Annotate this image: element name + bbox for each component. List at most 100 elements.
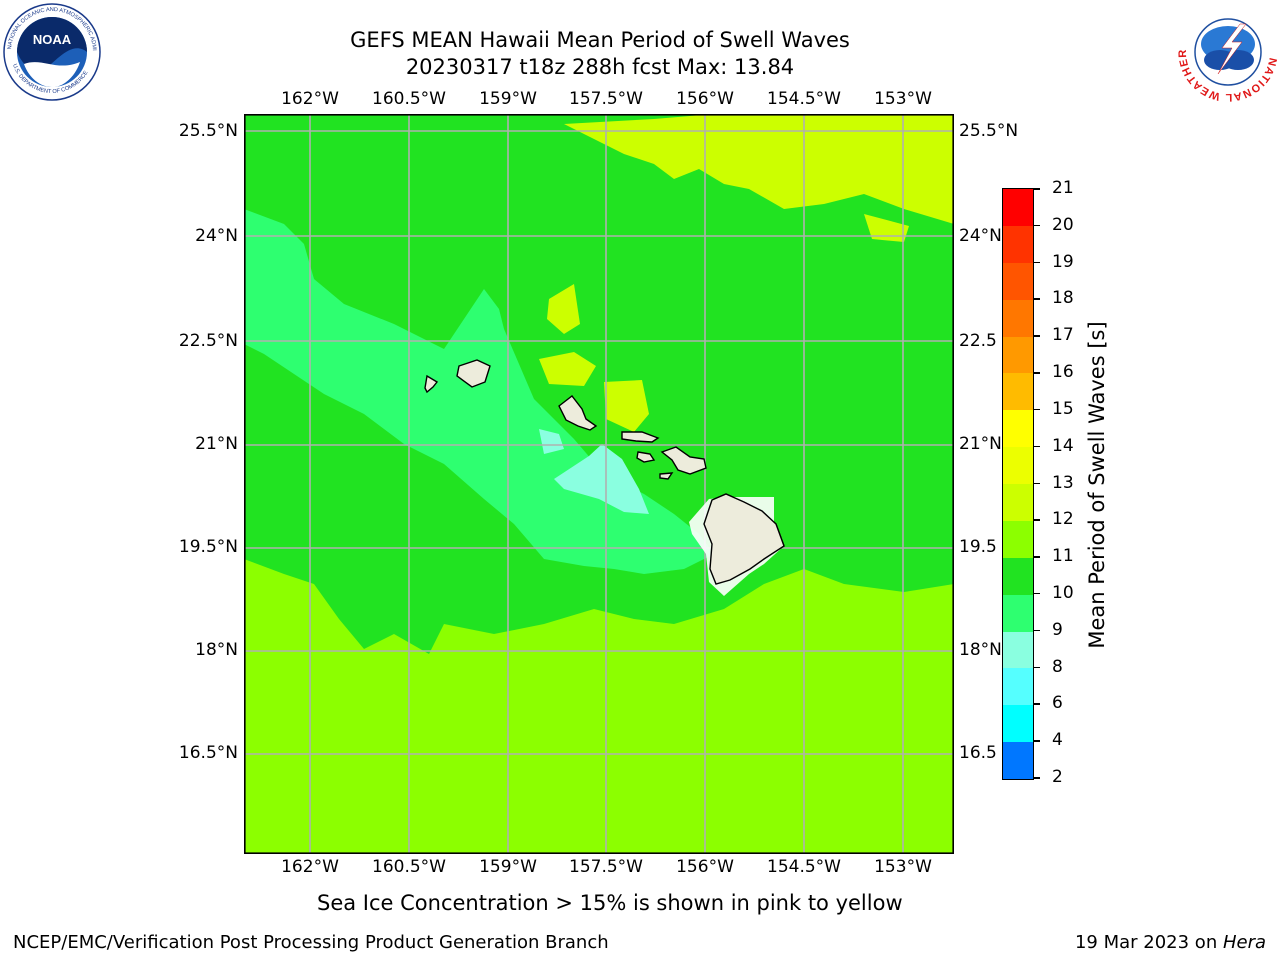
island-oahu <box>558 395 598 431</box>
island-kauai <box>456 359 491 388</box>
colorbar-tick-label: 18 <box>1052 288 1074 309</box>
lon-label-bottom: 154.5°W <box>767 857 841 877</box>
swell-period-map <box>244 114 955 855</box>
footer-date: 19 Mar 2023 on <box>1074 932 1223 953</box>
lon-label-top: 153°W <box>874 89 932 109</box>
colorbar-segment <box>1003 299 1033 337</box>
colorbar-tick-mark <box>1034 408 1040 411</box>
colorbar-tick-mark <box>1034 298 1040 300</box>
island-kahoolawe <box>659 472 674 480</box>
colorbar-tick-label: 10 <box>1052 582 1074 603</box>
lat-label-right: 18°N <box>959 640 1002 660</box>
map-panel <box>244 114 955 855</box>
lon-label-bottom: 160.5°W <box>372 857 446 877</box>
colorbar-tick-label: 16 <box>1052 362 1074 383</box>
lat-label-left: 16.5°N <box>178 743 238 763</box>
colorbar-tick-mark <box>1034 482 1040 484</box>
lon-label-bottom: 157.5°W <box>569 857 643 877</box>
nws-logo: NATIONAL WEATHER SERVICE <box>1174 0 1278 103</box>
lat-label-right: 22.5 <box>959 331 997 351</box>
contour-13-14-c <box>604 380 649 432</box>
contour-11-12 <box>244 114 954 654</box>
island-hawaii-outline <box>703 493 785 585</box>
chart-title: GEFS MEAN Hawaii Mean Period of Swell Wa… <box>350 28 850 52</box>
colorbar-segment <box>1003 705 1033 743</box>
colorbar-tick-label: 15 <box>1052 398 1074 419</box>
colorbar-segment <box>1003 189 1033 226</box>
colorbar-tick-mark <box>1034 629 1040 632</box>
colorbar-tick-label: 9 <box>1052 619 1063 640</box>
colorbar-segment <box>1003 262 1033 300</box>
lon-label-bottom: 162°W <box>281 857 339 877</box>
colorbar-tick-mark <box>1034 740 1040 742</box>
svg-text:NOAA: NOAA <box>33 32 72 47</box>
colorbar-tick-label: 19 <box>1052 251 1074 272</box>
colorbar-tick-mark <box>1034 224 1040 227</box>
colorbar-segment <box>1003 668 1033 706</box>
lon-label-bottom: 153°W <box>874 857 932 877</box>
colorbar-segment <box>1003 410 1033 448</box>
colorbar-tick-mark <box>1034 188 1040 190</box>
island-molokai <box>621 431 660 443</box>
contour-13-14-a <box>547 284 580 334</box>
contour-13-14-b <box>539 352 596 386</box>
colorbar-tick-mark <box>1034 666 1040 669</box>
lat-label-left: 18°N <box>195 640 238 660</box>
map-frame <box>244 114 955 855</box>
grid-lines <box>244 114 954 854</box>
lon-label-bottom: 159°W <box>479 857 537 877</box>
lat-label-right: 25.5°N <box>959 121 1019 141</box>
lat-label-left: 19.5°N <box>178 537 238 557</box>
colorbar-tick-mark <box>1034 592 1040 595</box>
colorbar-tick-mark <box>1034 556 1040 558</box>
colorbar-segment <box>1003 557 1033 595</box>
colorbar-tick-label: 20 <box>1052 214 1074 235</box>
sea-ice-note: Sea Ice Concentration > 15% is shown in … <box>317 891 903 915</box>
colorbar-segment <box>1003 594 1033 632</box>
lat-label-right: 16.5 <box>959 743 997 763</box>
colorbar <box>1002 188 1034 780</box>
colorbar-tick-label: 8 <box>1052 656 1063 677</box>
lat-label-left: 22.5°N <box>178 331 238 351</box>
colorbar-ticks: 21 20 19 18 17 16 15 14 13 12 11 10 9 8 6 4 2 <box>1034 178 1084 787</box>
colorbar-segment <box>1003 520 1033 558</box>
lon-label-top: 160.5°W <box>372 89 446 109</box>
colorbar-segment <box>1003 336 1033 374</box>
colorbar-segment <box>1003 373 1033 411</box>
colorbar-tick-label: 6 <box>1052 693 1063 714</box>
colorbar-tick-label: 2 <box>1052 767 1063 787</box>
colorbar-tick-mark <box>1034 445 1040 448</box>
noaa-logo: NOAA NATIONAL OCEANIC AND ATMOSPHERIC AD… <box>0 0 102 102</box>
contour-13-14-north <box>564 114 954 224</box>
colorbar-tick-mark <box>1034 372 1040 374</box>
colorbar-tick-mark <box>1034 703 1040 705</box>
lon-label-top: 154.5°W <box>767 89 841 109</box>
colorbar-segment <box>1003 225 1033 263</box>
lat-label-left: 24°N <box>195 226 238 246</box>
colorbar-label: Mean Period of Swell Waves [s] <box>1085 321 1109 649</box>
colorbar-segment <box>1003 484 1033 521</box>
contour-13-14-e <box>909 159 939 194</box>
colorbar-tick-mark <box>1034 335 1040 337</box>
footer-left: NCEP/EMC/Verification Post Processing Pr… <box>13 932 609 953</box>
lon-label-top: 156°W <box>676 89 734 109</box>
colorbar-segment <box>1003 447 1033 484</box>
lat-label-left: 21°N <box>195 434 238 454</box>
lat-label-right: 19.5 <box>959 537 997 557</box>
colorbar-tick-mark <box>1034 261 1040 264</box>
lon-label-top: 157.5°W <box>569 89 643 109</box>
lat-label-right: 21°N <box>959 434 1002 454</box>
lon-label-top: 159°W <box>479 89 537 109</box>
lon-label-bottom: 156°W <box>676 857 734 877</box>
lat-label-right: 24°N <box>959 226 1002 246</box>
colorbar-tick-label: 12 <box>1052 509 1074 530</box>
colorbar-tick-label: 11 <box>1052 546 1074 567</box>
footer-right: 19 Mar 2023 on Hera <box>1075 932 1266 954</box>
lat-label-left: 25.5°N <box>178 121 238 141</box>
contour-13-14-d <box>864 214 909 242</box>
island-lanai <box>636 451 656 463</box>
contour-9-10-b <box>539 429 564 454</box>
chart-subtitle: 20230317 t18z 288h fcst Max: 13.84 <box>405 55 795 79</box>
island-niihau <box>424 374 439 394</box>
colorbar-tick-mark <box>1034 519 1040 521</box>
